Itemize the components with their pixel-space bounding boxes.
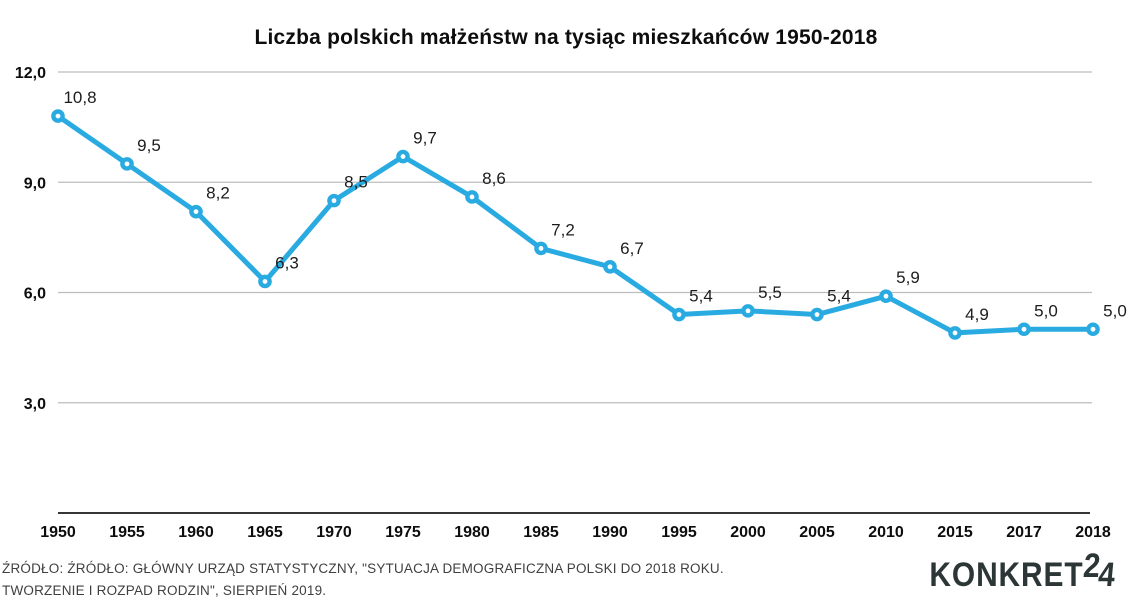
data-point-label: 10,8	[63, 88, 96, 107]
x-tick-label: 2010	[868, 524, 904, 541]
data-point	[396, 149, 410, 164]
x-tick-label: 1970	[316, 524, 352, 541]
x-tick-label: 1950	[40, 524, 76, 541]
y-tick-label: 9,0	[24, 175, 46, 192]
source-line-2: TWORZENIE I ROZPAD RODZIN", SIERPIEŃ 201…	[2, 582, 327, 598]
data-point	[879, 289, 893, 303]
data-point-label: 6,3	[275, 253, 299, 272]
data-point-label: 4,9	[965, 305, 989, 324]
data-point	[534, 241, 548, 256]
x-tick-label: 2015	[937, 524, 973, 541]
data-point	[741, 304, 755, 318]
logo-text-main: KONKRET	[929, 556, 1084, 594]
data-point-label: 8,2	[206, 184, 230, 203]
y-tick-label: 6,0	[24, 286, 46, 303]
x-tick-label: 1995	[661, 524, 697, 541]
data-point-label: 5,9	[896, 268, 920, 287]
data-point-label: 5,4	[689, 287, 713, 306]
x-tick-label: 1955	[109, 524, 145, 541]
data-point-label: 5,0	[1103, 301, 1127, 320]
data-point-label: 5,5	[758, 283, 782, 302]
data-point	[672, 307, 686, 322]
data-point-label: 5,0	[1034, 301, 1058, 320]
data-point	[189, 204, 203, 219]
x-tick-label: 1965	[247, 524, 283, 541]
data-point	[1017, 322, 1031, 337]
x-tick-label: 2000	[730, 524, 766, 541]
data-point	[465, 190, 479, 204]
logo-digit-4: 4	[1096, 556, 1118, 594]
data-point-label: 5,4	[827, 287, 851, 306]
konkret24-logo: KONKRET24	[929, 547, 1118, 595]
data-point-label: 7,2	[551, 220, 575, 239]
chart-title: Liczba polskich małżeństw na tysiąc mies…	[254, 26, 878, 49]
data-point-label: 8,6	[482, 169, 506, 188]
line-chart: 12,0 9,0 6,0 3,0 1950 1955 1960 1965 1970 1975 198…	[15, 65, 1127, 541]
data-point-label: 6,7	[620, 239, 644, 258]
x-tick-label: 2005	[799, 524, 835, 541]
y-tick-label: 3,0	[24, 396, 46, 413]
data-point	[258, 274, 272, 289]
data-point	[327, 193, 341, 208]
data-point	[51, 109, 65, 123]
x-tick-label: 1975	[385, 524, 421, 541]
data-point	[948, 326, 962, 340]
x-tick-label: 1985	[523, 524, 559, 541]
data-point	[810, 307, 824, 322]
data-point	[1086, 322, 1100, 337]
x-tick-label: 2018	[1075, 524, 1111, 541]
data-point	[120, 157, 134, 171]
data-point-label: 8,5	[344, 173, 368, 192]
x-tick-label: 1980	[454, 524, 490, 541]
data-point-label: 9,7	[413, 129, 437, 148]
source-attribution: ŹRÓDŁO: ŹRÓDŁO: GŁÓWNY URZĄD STATYSTYCZN…	[2, 558, 862, 602]
data-point-label: 9,5	[137, 136, 161, 155]
trend-line	[55, 113, 1096, 336]
x-tick-label: 1990	[592, 524, 628, 541]
source-line-1: ŹRÓDŁO: ŹRÓDŁO: GŁÓWNY URZĄD STATYSTYCZN…	[2, 561, 724, 576]
x-tick-label: 2017	[1006, 524, 1042, 541]
x-tick-label: 1960	[178, 524, 214, 541]
y-tick-label: 12,0	[15, 65, 46, 82]
data-point	[603, 259, 617, 274]
